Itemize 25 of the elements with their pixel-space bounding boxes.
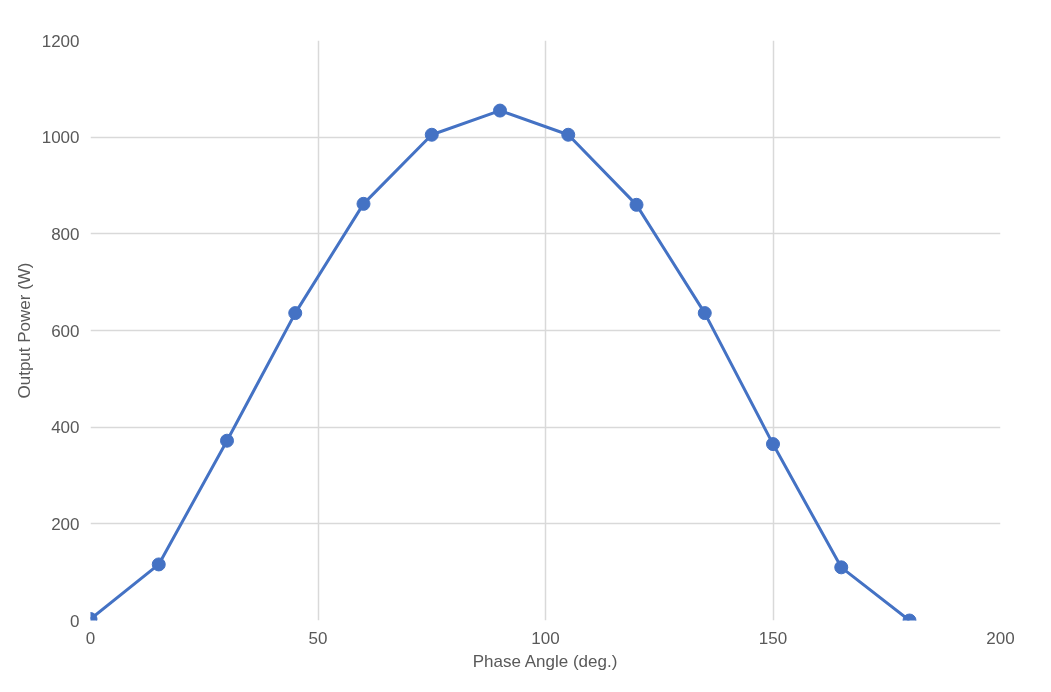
- point: [834, 560, 849, 575]
- point: [493, 103, 507, 118]
- point: [697, 306, 712, 321]
- y-tick-label: 600: [51, 321, 80, 341]
- y-tick-label: 800: [51, 224, 80, 244]
- x-axis-title: Phase Angle (deg.): [472, 651, 618, 671]
- x-tick-label: 200: [986, 628, 1015, 648]
- x-tick-label: 100: [531, 628, 560, 648]
- x-tick-label: 150: [758, 628, 788, 648]
- y-axis-title: Output Power (W): [14, 262, 34, 399]
- point: [151, 557, 166, 572]
- point: [220, 433, 234, 448]
- point: [288, 306, 303, 321]
- y-tick-label: 1200: [41, 31, 80, 51]
- y-tick-label: 400: [51, 418, 80, 438]
- point: [766, 437, 780, 452]
- point: [561, 127, 576, 142]
- point: [629, 197, 644, 212]
- x-tick-label: 0: [85, 628, 96, 648]
- y-tick-label: 200: [51, 514, 80, 534]
- point: [424, 127, 439, 142]
- y-tick-label: 0: [70, 611, 80, 631]
- y-tick-label: 1000: [41, 128, 80, 148]
- point: [356, 196, 371, 211]
- x-tick-label: 50: [308, 628, 328, 648]
